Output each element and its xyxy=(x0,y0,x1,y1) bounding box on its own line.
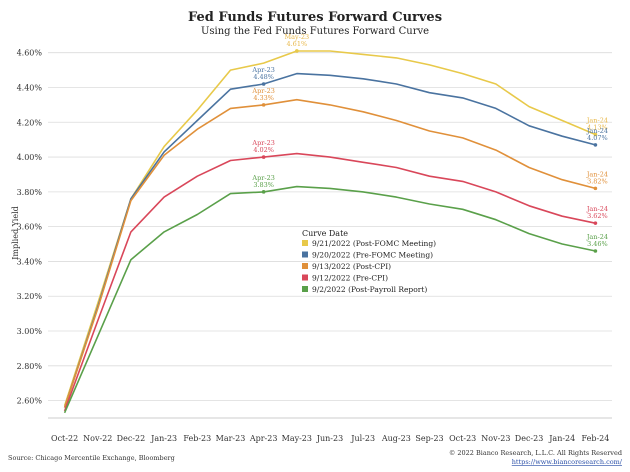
annotation-marker xyxy=(295,49,299,53)
annotation-value-label: 3.83% xyxy=(253,181,274,189)
x-tick-label: Jan-23 xyxy=(150,434,177,443)
legend-swatch xyxy=(302,274,308,281)
annotation-value-label: 4.13% xyxy=(587,123,608,131)
chart-title: Fed Funds Futures Forward Curves xyxy=(188,10,442,25)
chart-subtitle: Using the Fed Funds Futures Forward Curv… xyxy=(201,26,429,37)
annotation-marker xyxy=(593,221,598,225)
series-line-0 xyxy=(63,50,596,407)
website-link[interactable]: https://www.biancoresearch.com/ xyxy=(512,458,623,466)
y-tick-label: 3.00% xyxy=(17,327,43,336)
y-tick-label: 2.60% xyxy=(17,397,43,406)
x-tick-label: May-23 xyxy=(282,434,312,443)
legend-swatch xyxy=(302,251,308,258)
x-tick-labels: Oct-22 Nov-22 Dec-22 Jan-23 Feb-23 Mar-23 Apr-… xyxy=(51,434,609,443)
annotation-date-label: Jan-24 xyxy=(586,116,608,124)
annotation-date-label: Apr-23 xyxy=(251,174,274,182)
series-line-4 xyxy=(63,185,596,414)
annotation-marker xyxy=(261,82,266,86)
y-tick-labels: 2.60% 2.80% 3.00% 3.20% 3.40% 3.60% 3.80% 4.00%… xyxy=(17,49,43,406)
y-tick-label: 3.20% xyxy=(17,292,43,301)
annotation-value-label: 3.62% xyxy=(587,212,608,220)
legend-entry: 9/12/2022 (Pre-CPI) xyxy=(312,274,388,283)
y-tick-label: 4.60% xyxy=(17,49,43,58)
y-tick-label: 4.00% xyxy=(17,153,43,162)
y-tick-label: 3.60% xyxy=(17,223,43,232)
y-tick-label: 3.40% xyxy=(17,257,43,266)
y-axis-label: Implied Yield xyxy=(11,206,20,260)
x-tick-label: Jul-23 xyxy=(350,434,375,443)
annotation-date-label: May-23 xyxy=(284,33,309,41)
annotation-date-label: Jan-24 xyxy=(586,233,608,241)
series-lines xyxy=(63,50,596,414)
annotation-marker xyxy=(593,132,598,137)
annotation-marker xyxy=(593,143,598,147)
annotation-value-label: 4.07% xyxy=(587,134,608,142)
series-line-1 xyxy=(63,72,596,408)
annotation-date-label: Jan-24 xyxy=(586,205,608,213)
legend-swatch xyxy=(302,286,308,292)
series-line-2 xyxy=(63,98,596,408)
annotation-marker xyxy=(261,190,266,194)
legend-entry: 9/21/2022 (Post-FOMC Meeting) xyxy=(312,239,436,248)
x-tick-label: Dec-23 xyxy=(515,434,544,443)
x-tick-label: Jan-24 xyxy=(548,434,575,443)
x-tick-label: Jun-23 xyxy=(316,434,343,443)
y-tick-label: 4.40% xyxy=(17,83,43,92)
x-tick-label: Aug-23 xyxy=(381,434,411,443)
annotation-marker xyxy=(261,155,266,159)
legend-swatch xyxy=(302,263,308,269)
x-tick-label: Dec-22 xyxy=(117,434,146,443)
grid-lines xyxy=(48,52,612,419)
annotation-value-label: 4.48% xyxy=(253,73,274,81)
x-tick-label: Feb-23 xyxy=(183,434,211,443)
annotation-value-label: 3.82% xyxy=(587,177,608,185)
x-tick-label: Mar-23 xyxy=(216,434,246,443)
x-tick-label: Oct-23 xyxy=(449,434,476,443)
annotation-date-label: Apr-23 xyxy=(251,139,274,147)
x-tick-label: Apr-23 xyxy=(249,434,278,443)
legend-swatch xyxy=(302,240,308,246)
annotation-value-label: 4.61% xyxy=(286,40,307,48)
annotation-date-label: Jan-24 xyxy=(586,170,608,178)
legend: Curve Date 9/21/2022 (Post-FOMC Meeting)… xyxy=(302,229,436,294)
y-tick-label: 2.80% xyxy=(17,362,43,371)
legend-entry: 9/2/2022 (Post-Payroll Report) xyxy=(312,285,427,294)
annotation-value-label: 4.02% xyxy=(253,146,274,154)
y-tick-label: 3.80% xyxy=(17,188,43,197)
y-tick-label: 4.20% xyxy=(17,118,43,127)
annotation-date-label: Apr-23 xyxy=(251,87,274,95)
annotations: May-234.61%Apr-234.48%Apr-234.33%Apr-234… xyxy=(251,33,608,253)
x-tick-label: Feb-24 xyxy=(581,434,609,443)
series-line-3 xyxy=(63,152,596,412)
annotation-value-label: 4.33% xyxy=(253,94,274,102)
annotation-marker xyxy=(261,103,266,107)
legend-entry: 9/20/2022 (Pre-FOMC Meeting) xyxy=(312,251,433,260)
annotation-date-label: Apr-23 xyxy=(251,66,274,74)
x-tick-label: Nov-23 xyxy=(481,434,510,443)
x-tick-label: Oct-22 xyxy=(51,434,78,443)
annotation-marker xyxy=(593,249,598,253)
source-note: Source: Chicago Mercentile Exchange, Blo… xyxy=(8,454,175,462)
annotation-marker xyxy=(593,186,598,191)
annotation-value-label: 3.46% xyxy=(587,240,608,248)
x-tick-label: Nov-22 xyxy=(83,434,112,443)
x-tick-label: Sep-23 xyxy=(415,434,443,443)
annotation-date-label: Jan-24 xyxy=(586,127,608,135)
legend-title: Curve Date xyxy=(302,229,348,238)
copyright-note: © 2022 Bianco Research, L.L.C. All Right… xyxy=(449,449,622,457)
legend-entry: 9/13/2022 (Post-CPI) xyxy=(312,262,391,271)
